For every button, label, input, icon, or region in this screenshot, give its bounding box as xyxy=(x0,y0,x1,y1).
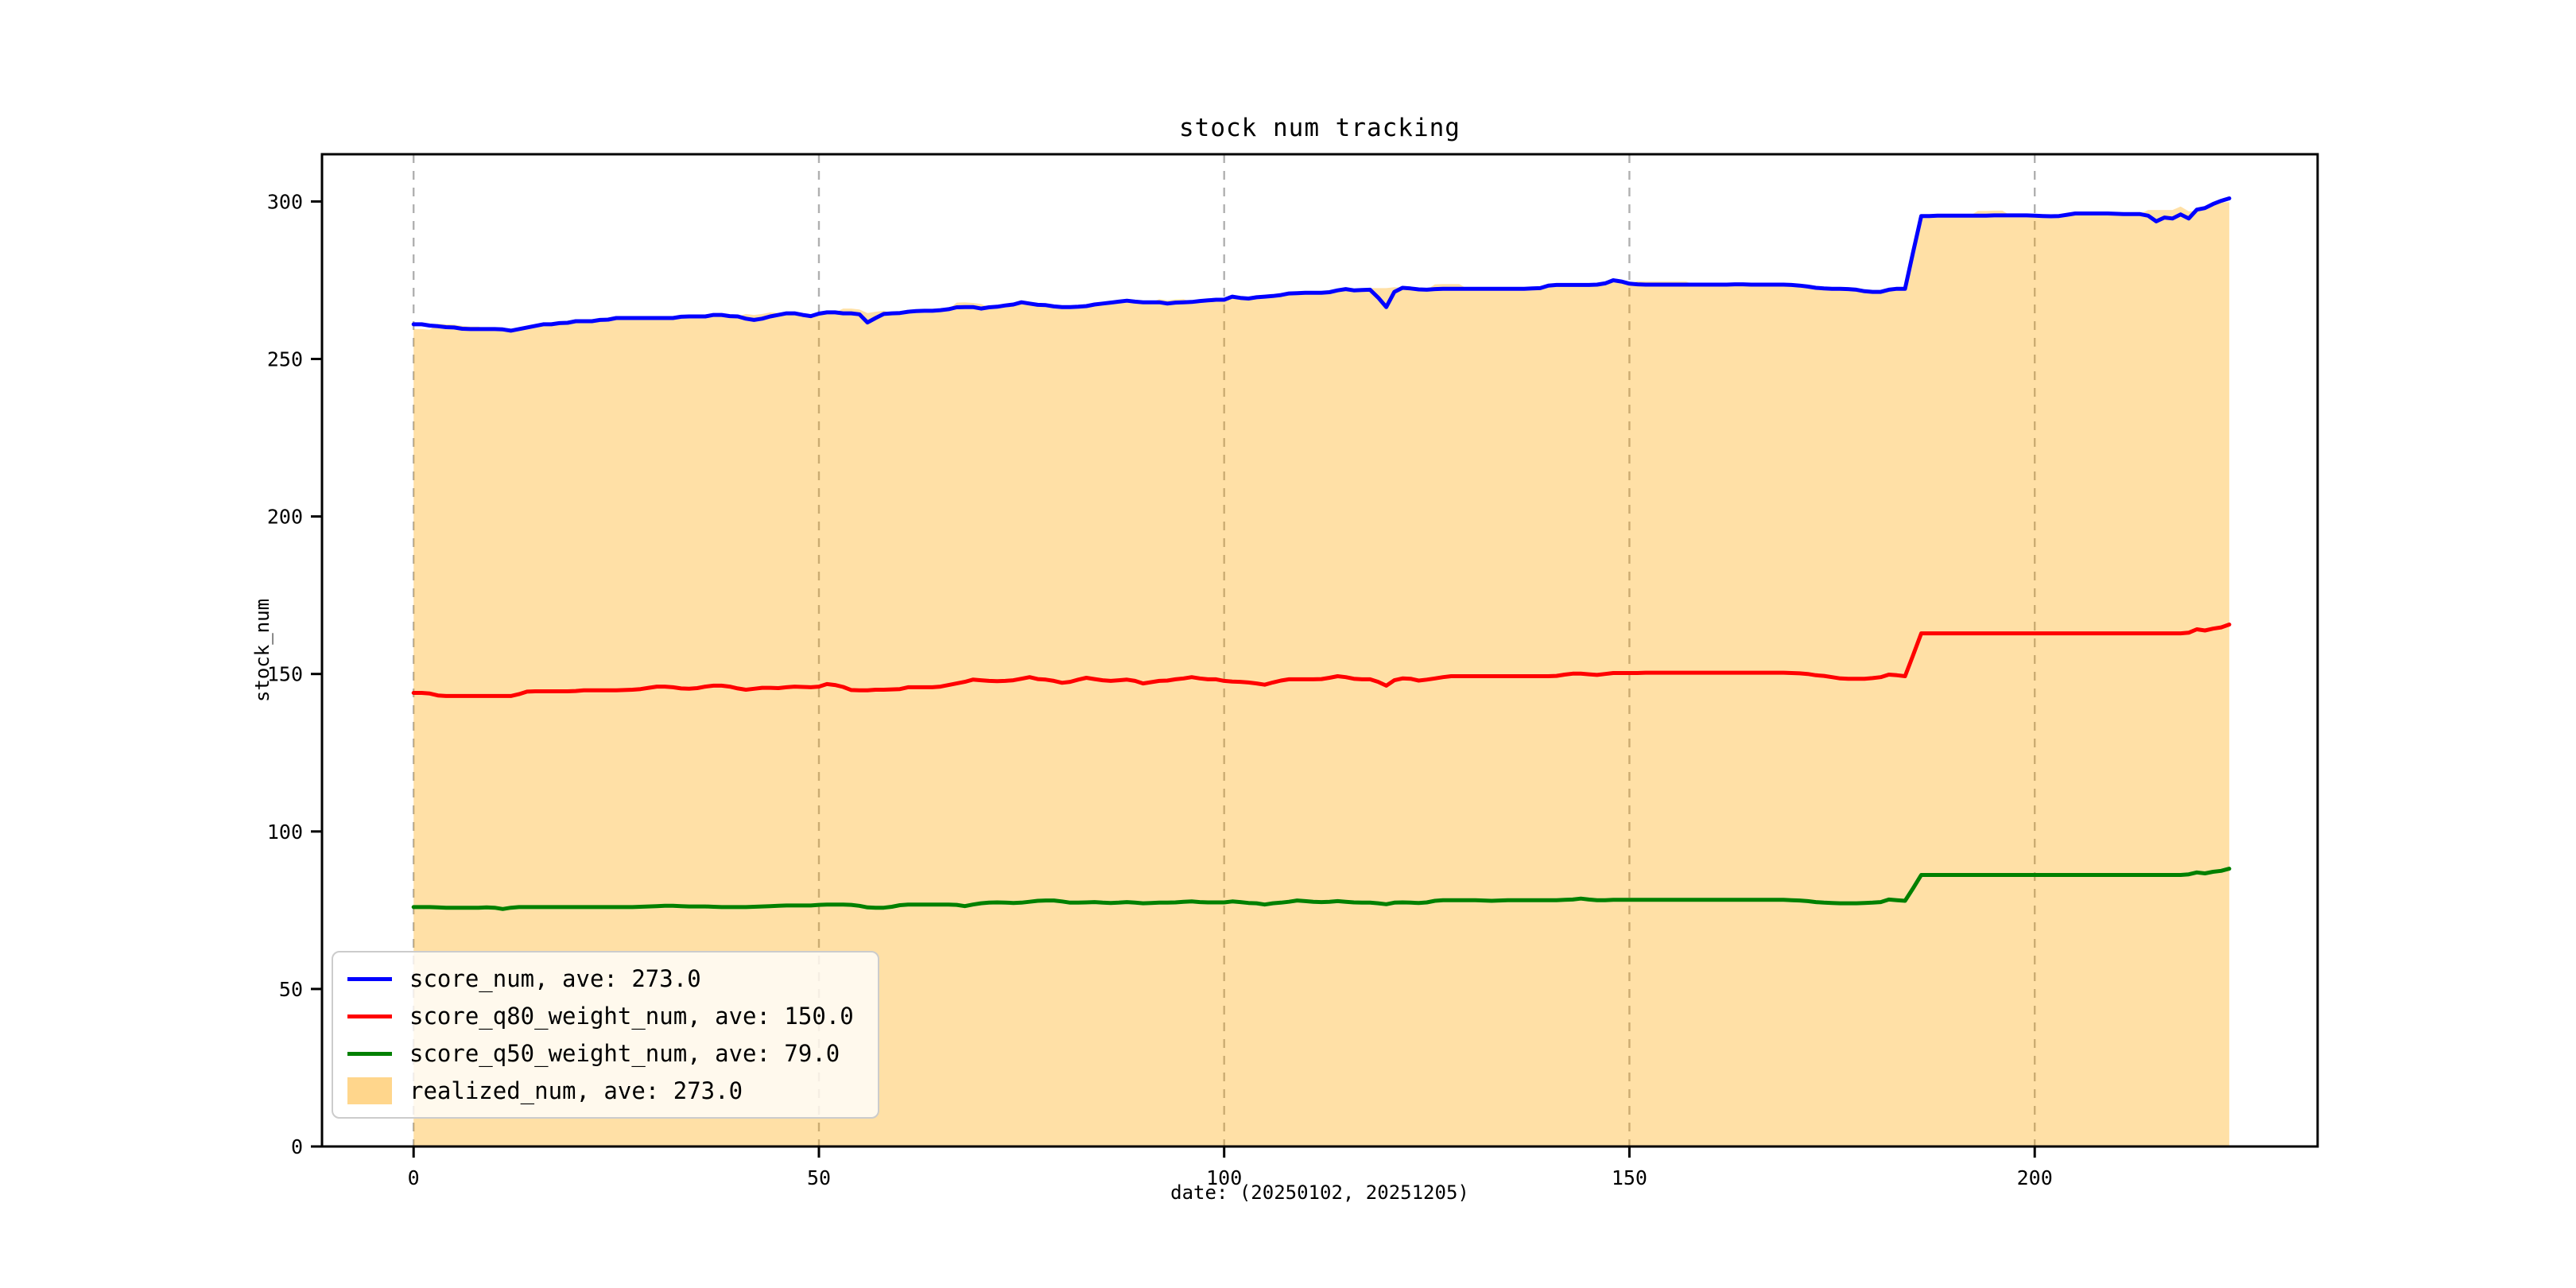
y-tick-label-200: 200 xyxy=(267,506,303,529)
legend-row-score_num: score_num, ave: 273.0 xyxy=(347,965,854,992)
x-axis-label: date: (20250102, 20251205) xyxy=(1170,1181,1469,1204)
legend-row-score_q80_weight_num: score_q80_weight_num, ave: 150.0 xyxy=(347,1003,854,1030)
line-score_num xyxy=(411,196,2232,333)
y-tick-label-300: 300 xyxy=(267,190,303,213)
legend-line-swatch-icon xyxy=(347,1014,392,1018)
x-tick-label-200: 200 xyxy=(2017,1166,2053,1189)
x-tick-label-50: 50 xyxy=(807,1166,831,1189)
legend-patch-swatch-icon xyxy=(347,1077,392,1104)
legend-label-score_q50_weight_num: score_q50_weight_num, ave: 79.0 xyxy=(409,1040,840,1067)
legend-label-realized_num: realized_num, ave: 273.0 xyxy=(409,1077,743,1104)
legend-label-score_num: score_num, ave: 273.0 xyxy=(409,965,701,992)
y-axis-label: stock_num xyxy=(251,598,274,703)
legend-row-score_q50_weight_num: score_q50_weight_num, ave: 79.0 xyxy=(347,1040,854,1067)
legend: score_num, ave: 273.0 score_q80_weight_nu… xyxy=(332,951,879,1119)
y-tick-label-0: 0 xyxy=(291,1135,303,1158)
chart-title: stock num tracking xyxy=(1179,114,1461,142)
y-tick-label-100: 100 xyxy=(267,821,303,844)
y-tick-label-250: 250 xyxy=(267,348,303,371)
legend-row-realized_num: realized_num, ave: 273.0 xyxy=(347,1077,854,1104)
line-score_q80_weight_num xyxy=(411,623,2232,698)
x-tick-label-100: 100 xyxy=(1206,1166,1242,1189)
area-realized_num xyxy=(413,202,2229,1147)
x-tick-label-0: 0 xyxy=(408,1166,420,1189)
legend-line-swatch-icon xyxy=(347,976,392,981)
legend-label-score_q80_weight_num: score_q80_weight_num, ave: 150.0 xyxy=(409,1003,854,1030)
x-tick-label-150: 150 xyxy=(1612,1166,1647,1189)
plot-spines xyxy=(320,153,2319,1148)
y-tick-label-150: 150 xyxy=(267,663,303,686)
line-score_q50_weight_num xyxy=(411,867,2232,911)
y-tick-label-50: 50 xyxy=(279,978,303,1001)
legend-line-swatch-icon xyxy=(347,1051,392,1056)
